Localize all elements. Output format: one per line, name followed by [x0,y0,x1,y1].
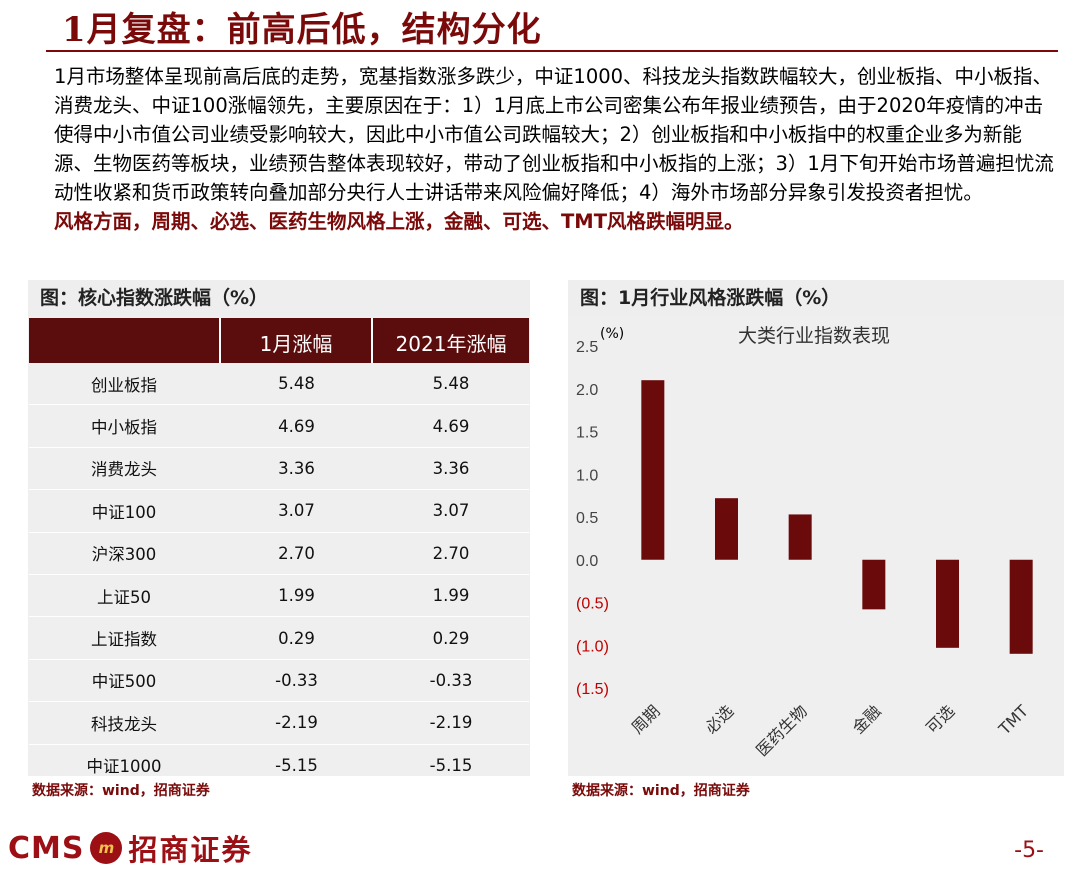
industry-chart-panel: 大类行业指数表现 (%) 2.5 2.0 1.5 1.0 0.5 0.0 (0.5) (1.0) (… [568,316,1064,776]
row-name: 创业板指 [29,363,220,406]
x-tick-label: 可选 [922,701,958,737]
header-ytd: 2021年涨幅 [371,318,529,363]
row-ytd-value: 3.07 [372,489,529,533]
row-jan-value: 2.70 [220,532,372,575]
core-index-table-panel: 1月涨幅 2021年涨幅 创业板指 5.48 5.48 中小板指 4.69 4.69 消费龙… [28,316,530,787]
table-row: 中证100 3.07 3.07 [29,489,529,533]
table-row: 中证500 -0.33 -0.33 [29,659,529,703]
row-name: 科技龙头 [29,701,220,745]
summary-paragraph: 1月市场整体呈现前高后底的走势，宽基指数涨多跌少，中证1000、科技龙头指数跌幅… [54,65,1054,204]
row-jan-value: 0.29 [220,616,372,660]
y-tick-label: (1.5) [576,681,609,698]
row-name: 消费龙头 [29,447,220,491]
row-ytd-value: 3.36 [372,447,529,491]
x-tick-label: 必选 [701,701,737,737]
y-tick-label: 2.5 [576,339,598,356]
bar-0 [641,380,665,560]
y-tick-label: (0.5) [576,596,609,613]
right-source-note: 数据来源：wind，招商证券 [572,783,750,799]
row-jan-value: 3.07 [220,489,372,533]
row-ytd-value: -2.19 [372,701,529,745]
page-title: 1月复盘：前高后低，结构分化 [62,10,542,50]
y-tick-label: 2.0 [576,382,598,399]
bar-2 [788,514,812,560]
y-tick-label: 1.0 [576,467,598,484]
y-tick-label: (1.0) [576,638,609,655]
row-jan-value: 5.48 [220,363,372,406]
table-row: 沪深300 2.70 2.70 [29,532,529,575]
industry-chart-title: 图：1月行业风格涨跌幅（%） [568,280,1064,316]
bar-1 [715,498,738,560]
header-jan: 1月涨幅 [219,318,372,363]
row-ytd-value: 5.48 [372,363,529,406]
bar-4 [936,559,959,648]
y-tick-label: 0.0 [576,553,598,570]
core-index-table-title: 图：核心指数涨跌幅（%） [28,280,530,316]
table-row: 中证1000 -5.15 -5.15 [29,744,529,787]
row-ytd-value: -0.33 [372,659,529,703]
table-row: 创业板指 5.48 5.48 [29,363,529,406]
table-row: 上证指数 0.29 0.29 [29,616,529,660]
row-jan-value: 3.36 [220,447,372,491]
logo-text-en: CMS [8,830,85,866]
row-ytd-value: 4.69 [372,404,529,448]
row-jan-value: 4.69 [220,404,372,448]
row-name: 中证500 [29,659,220,703]
summary-highlight: 风格方面，周期、必选、医药生物风格上涨，金融、可选、TMT风格跌幅明显。 [54,210,744,233]
bar-3 [862,559,886,610]
row-jan-value: 1.99 [220,574,372,618]
y-axis-unit-label: (%) [600,326,624,342]
row-ytd-value: 1.99 [372,574,529,618]
cms-emblem-icon: m [90,832,123,864]
cms-logo: CMS m 招商证券 [8,828,253,868]
core-index-table: 1月涨幅 2021年涨幅 创业板指 5.48 5.48 中小板指 4.69 4.69 消费龙… [29,318,529,787]
title-divider [46,50,1058,52]
row-jan-value: -5.15 [220,744,372,787]
summary-text: 1月市场整体呈现前高后底的走势，宽基指数涨多跌少，中证1000、科技龙头指数跌幅… [54,62,1054,236]
table-header-row: 1月涨幅 2021年涨幅 [29,318,529,363]
x-tick-label: 医药生物 [752,701,811,760]
row-name: 沪深300 [29,532,220,575]
table-row: 消费龙头 3.36 3.36 [29,447,529,491]
row-jan-value: -0.33 [220,659,372,703]
table-row: 科技龙头 -2.19 -2.19 [29,701,529,745]
row-jan-value: -2.19 [220,701,372,745]
industry-bar-chart: 大类行业指数表现 (%)2.5 2.0 1.5 1.0 0.5 0.0 (0.5) (1.0) (… [576,325,1033,760]
left-source-note: 数据来源：wind，招商证券 [32,783,210,799]
row-name: 中证1000 [29,744,220,787]
row-name: 上证指数 [29,616,220,660]
x-tick-label: 金融 [849,701,885,737]
row-name: 中小板指 [29,404,220,448]
x-tick-label: TMT [994,701,1032,739]
header-name [29,318,220,363]
row-ytd-value: 0.29 [372,616,529,660]
table-row: 上证50 1.99 1.99 [29,574,529,618]
chart-title: 大类行业指数表现 [738,325,890,347]
page-number: -5- [1014,838,1044,863]
logo-text-cn: 招商证券 [128,833,253,867]
row-name: 上证50 [29,574,220,618]
bar-5 [1009,559,1033,654]
table-row: 中小板指 4.69 4.69 [29,404,529,448]
row-ytd-value: 2.70 [372,532,529,575]
row-ytd-value: -5.15 [372,744,529,787]
x-tick-label: 周期 [628,701,664,737]
row-name: 中证100 [29,489,220,533]
y-tick-label: 0.5 [576,510,598,527]
y-tick-label: 1.5 [576,425,598,442]
